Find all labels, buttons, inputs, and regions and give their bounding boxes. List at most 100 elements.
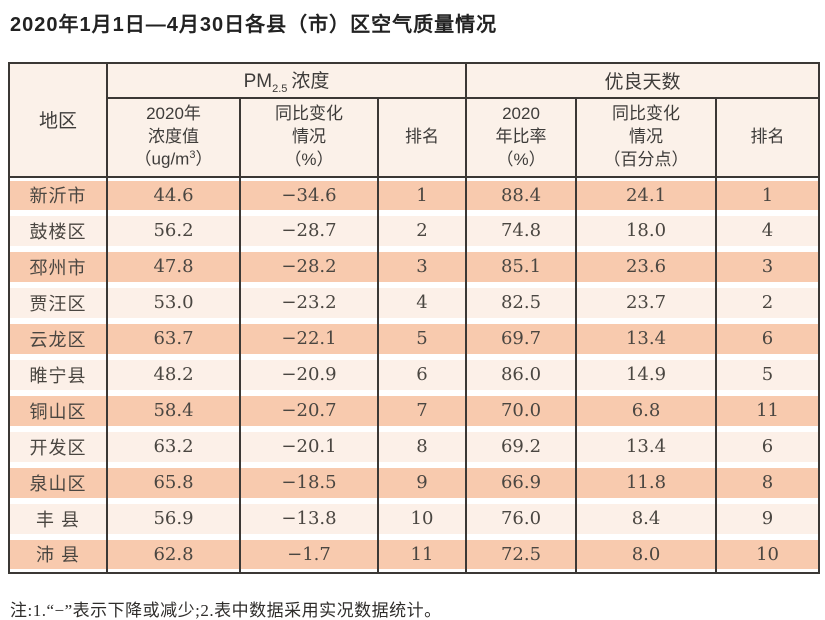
pm-change-cell: −1.7 [239, 536, 379, 573]
region-cell: 云龙区 [8, 320, 108, 357]
pm-value-cell: 63.7 [106, 320, 241, 357]
days-change-cell: 23.6 [575, 248, 718, 285]
days-rate-cell: 66.9 [465, 464, 578, 501]
pm-rank-cell: 11 [376, 536, 468, 573]
days-rate-cell: 88.4 [465, 176, 578, 213]
pm-rank-cell: 5 [376, 320, 468, 357]
table-row: 泉山区 65.8 −18.5 9 66.9 11.8 8 [8, 464, 821, 501]
col-header-pm-change: 同比变化 情况 （%） [239, 96, 379, 178]
days-rate-cell: 86.0 [465, 356, 578, 393]
pm-rank-cell: 4 [376, 284, 468, 321]
days-rank-cell: 4 [715, 212, 821, 249]
days-change-cell: 8.4 [575, 500, 718, 537]
table-row: 开发区 63.2 −20.1 8 69.2 13.4 6 [8, 428, 821, 465]
pm25-prefix: PM [243, 71, 273, 92]
pm-rank-cell: 10 [376, 500, 468, 537]
region-cell: 开发区 [8, 428, 108, 465]
region-cell: 沛 县 [8, 536, 108, 573]
region-cell: 鼓楼区 [8, 212, 108, 249]
pm-value-cell: 56.9 [106, 500, 241, 537]
region-cell: 铜山区 [8, 392, 108, 429]
days-rank-cell: 6 [715, 320, 821, 357]
table-row: 铜山区 58.4 −20.7 7 70.0 6.8 11 [8, 392, 821, 429]
table-row: 贾汪区 53.0 −23.2 4 82.5 23.7 2 [8, 284, 821, 321]
col-group-pm25: PM2.5 浓度 [105, 62, 468, 99]
table-header: 地区 PM2.5 浓度 优良天数 2020年 浓度值 （ug/m3） 同比变化 情… [8, 62, 821, 178]
days-change-cell: 14.9 [575, 356, 718, 393]
pm-rank-cell: 8 [376, 428, 468, 465]
days-change-cell: 11.8 [575, 464, 718, 501]
region-cell: 睢宁县 [8, 356, 108, 393]
region-cell: 泉山区 [8, 464, 108, 501]
pm-change-cell: −13.8 [239, 500, 379, 537]
days-rate-cell: 74.8 [465, 212, 578, 249]
days-rank-cell: 10 [715, 536, 821, 573]
pm-change-cell: −20.1 [239, 428, 379, 465]
table-row: 新沂市 44.6 −34.6 1 88.4 24.1 1 [8, 176, 821, 213]
pm-rank-cell: 1 [376, 176, 468, 213]
col-header-region: 地区 [8, 62, 108, 178]
pm-change-cell: −23.2 [239, 284, 379, 321]
days-rate-cell: 82.5 [465, 284, 578, 321]
pm-value-cell: 63.2 [106, 428, 241, 465]
col-header-pm-value: 2020年 浓度值 （ug/m3） [106, 96, 241, 178]
pm-value-cell: 48.2 [106, 356, 241, 393]
region-cell: 邳州市 [8, 248, 108, 285]
col-header-pm-rank: 排名 [376, 96, 468, 178]
table-row: 丰 县 56.9 −13.8 10 76.0 8.4 9 [8, 500, 821, 537]
pm-rank-cell: 2 [376, 212, 468, 249]
table-row: 鼓楼区 56.2 −28.7 2 74.8 18.0 4 [8, 212, 821, 249]
days-rate-cell: 85.1 [465, 248, 578, 285]
pm-change-cell: −22.1 [239, 320, 379, 357]
days-change-cell: 13.4 [575, 320, 718, 357]
days-rank-cell: 8 [715, 464, 821, 501]
col-header-days-rate: 2020 年比率 （%） [465, 96, 578, 178]
pm-change-cell: −18.5 [239, 464, 379, 501]
region-cell: 新沂市 [8, 176, 108, 213]
days-change-cell: 8.0 [575, 536, 718, 573]
col-header-days-change: 同比变化 情况 （百分点） [575, 96, 718, 178]
days-rank-cell: 6 [715, 428, 821, 465]
days-rate-cell: 70.0 [465, 392, 578, 429]
days-change-cell: 13.4 [575, 428, 718, 465]
days-rank-cell: 9 [715, 500, 821, 537]
pm-change-cell: −20.9 [239, 356, 379, 393]
days-rate-cell: 76.0 [465, 500, 578, 537]
pm-value-cell: 56.2 [106, 212, 241, 249]
footnote: 注:1.“−”表示下降或减少;2.表中数据采用实况数据统计。 [10, 600, 442, 620]
air-quality-table: 地区 PM2.5 浓度 优良天数 2020年 浓度值 （ug/m3） 同比变化 情… [8, 62, 821, 574]
days-change-cell: 23.7 [575, 284, 718, 321]
pm25-subscript: 2.5 [272, 82, 288, 95]
days-rank-cell: 11 [715, 392, 821, 429]
table-body: 新沂市 44.6 −34.6 1 88.4 24.1 1 鼓楼区 56.2 −28.7 2 74.8 1… [8, 176, 821, 573]
pm-rank-cell: 9 [376, 464, 468, 501]
table-row: 沛 县 62.8 −1.7 11 72.5 8.0 10 [8, 536, 821, 573]
pm-value-cell: 44.6 [106, 176, 241, 213]
pm-rank-cell: 6 [376, 356, 468, 393]
pm25-suffix: 浓度 [291, 71, 330, 92]
days-rank-cell: 2 [715, 284, 821, 321]
pm-rank-cell: 3 [376, 248, 468, 285]
pm-change-cell: −28.2 [239, 248, 379, 285]
region-cell: 贾汪区 [8, 284, 108, 321]
table-row: 睢宁县 48.2 −20.9 6 86.0 14.9 5 [8, 356, 821, 393]
pm-rank-cell: 7 [376, 392, 468, 429]
col-group-days: 优良天数 [465, 62, 821, 99]
days-change-cell: 18.0 [575, 212, 718, 249]
days-rank-cell: 1 [715, 176, 821, 213]
region-cell: 丰 县 [8, 500, 108, 537]
days-rank-cell: 3 [715, 248, 821, 285]
header-sub-row: 2020年 浓度值 （ug/m3） 同比变化 情况 （%） 排名 2020 年比… [9, 96, 821, 178]
pm-value-cell: 47.8 [106, 248, 241, 285]
pm-change-cell: −28.7 [239, 212, 379, 249]
days-rate-cell: 72.5 [465, 536, 578, 573]
pm-value-cell: 53.0 [106, 284, 241, 321]
table-row: 邳州市 47.8 −28.2 3 85.1 23.6 3 [8, 248, 821, 285]
days-rank-cell: 5 [715, 356, 821, 393]
days-change-cell: 6.8 [575, 392, 718, 429]
days-change-cell: 24.1 [575, 176, 718, 213]
pm-value-cell: 58.4 [106, 392, 241, 429]
days-rate-cell: 69.7 [465, 320, 578, 357]
pm-value-cell: 65.8 [106, 464, 241, 501]
